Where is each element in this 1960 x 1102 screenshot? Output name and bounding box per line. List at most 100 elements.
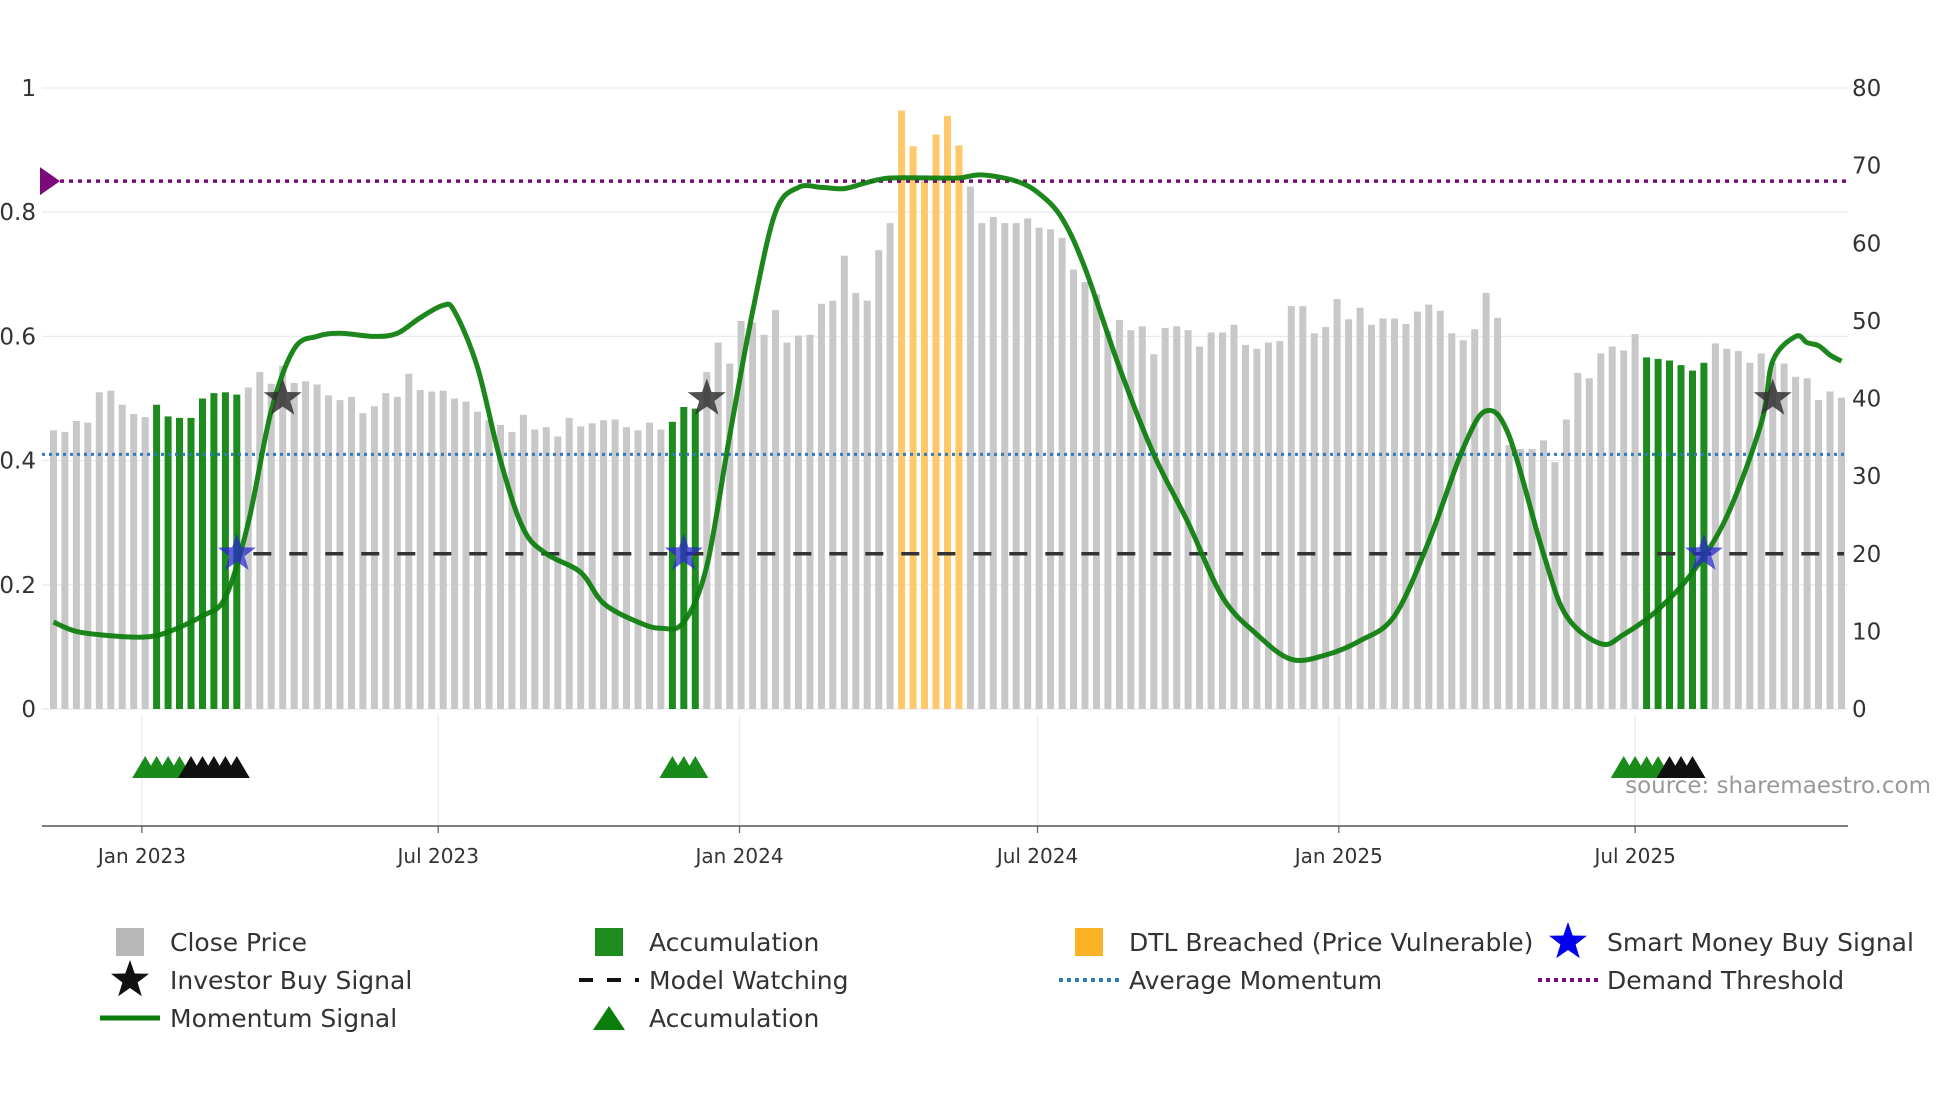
legend-label: Model Watching xyxy=(649,966,849,995)
close-price-bar xyxy=(1448,333,1456,709)
close-price-bar xyxy=(840,255,848,709)
close-price-bar xyxy=(1780,363,1788,709)
close-price-bar xyxy=(474,411,481,709)
close-price-bar xyxy=(989,216,997,709)
close-price-bar xyxy=(1746,362,1754,709)
close-price-bar xyxy=(1723,348,1731,709)
smart-money-buy-signal-star xyxy=(664,533,703,570)
legend-label: Average Momentum xyxy=(1129,966,1382,995)
close-price-bar xyxy=(1207,332,1215,709)
accumulation-bar xyxy=(1654,358,1662,709)
close-price-bar xyxy=(1471,329,1479,709)
close-price-bar xyxy=(817,303,825,709)
smart-money-buy-signal-star xyxy=(1684,533,1723,570)
close-price-bar xyxy=(1711,343,1719,709)
close-price-bar xyxy=(577,426,585,709)
close-price-bar xyxy=(1012,223,1020,709)
close-price-bar xyxy=(1093,294,1100,709)
legend-swatch-square xyxy=(1075,928,1103,956)
right-axis-tick-label: 0 xyxy=(1852,697,1867,723)
close-price-bar xyxy=(348,396,355,709)
source-label: source: sharemaestro.com xyxy=(1625,773,1931,799)
close-price-bar xyxy=(508,431,516,709)
close-price-bar xyxy=(749,322,757,709)
close-price-bar xyxy=(783,342,791,709)
close-price-bar xyxy=(646,422,653,709)
accumulation-bar xyxy=(187,417,195,709)
close-price-bar xyxy=(1517,449,1524,709)
close-price-bar xyxy=(256,372,264,709)
close-price-bar xyxy=(1826,391,1834,709)
close-price-bar xyxy=(1219,332,1226,709)
close-price-bar xyxy=(1070,269,1077,709)
close-price-bar xyxy=(1459,340,1467,709)
close-price-bar xyxy=(1104,331,1112,709)
close-price-bar xyxy=(428,391,436,709)
close-price-bar xyxy=(1505,445,1513,709)
close-price-bar xyxy=(1769,362,1777,709)
legend-star-icon xyxy=(111,960,149,997)
close-price-bar xyxy=(1138,326,1146,709)
accumulation-bar xyxy=(668,421,676,709)
right-axis-tick-label: 50 xyxy=(1852,309,1881,335)
close-price-bar xyxy=(1253,348,1261,709)
right-axis-tick-label: 30 xyxy=(1852,464,1881,490)
close-price-bar xyxy=(1494,317,1502,709)
close-price-bar xyxy=(439,390,447,709)
close-price-bar xyxy=(370,406,378,709)
close-price-bar xyxy=(1608,346,1616,709)
close-price-bar xyxy=(1597,353,1605,709)
accumulation-bar xyxy=(199,398,206,709)
close-price-bar xyxy=(829,300,837,709)
close-price-bar xyxy=(130,414,138,709)
right-axis-tick-label: 80 xyxy=(1852,76,1881,102)
x-axis-tick-label: Jul 2023 xyxy=(396,844,479,868)
right-axis-tick-label: 10 xyxy=(1852,619,1881,645)
close-price-bar xyxy=(852,292,860,709)
close-price-bar xyxy=(1322,327,1330,709)
close-price-bar xyxy=(382,393,390,709)
indicator-lines xyxy=(40,167,1848,663)
close-price-bar xyxy=(302,381,310,709)
close-price-bar xyxy=(61,431,69,709)
close-price-bar xyxy=(290,383,298,709)
legend-label: Demand Threshold xyxy=(1607,966,1844,995)
close-price-bar xyxy=(279,365,287,709)
close-price-bar xyxy=(50,430,57,709)
close-price-bar xyxy=(542,427,550,709)
close-price-bar xyxy=(1196,346,1204,709)
legend-label: DTL Breached (Price Vulnerable) xyxy=(1129,928,1533,957)
left-axis-tick-label: 0 xyxy=(21,697,36,723)
close-price-bar xyxy=(634,430,642,709)
close-price-bar xyxy=(393,396,401,709)
right-axis-tick-label: 60 xyxy=(1852,231,1881,257)
close-price-bar xyxy=(1047,229,1055,710)
close-price-bar xyxy=(714,342,722,709)
close-price-bar xyxy=(1001,223,1009,709)
left-axis-tick-label: 0.2 xyxy=(0,573,36,599)
close-price-bar xyxy=(726,363,734,709)
accumulation-bar xyxy=(1689,370,1696,709)
close-price-bar xyxy=(1058,237,1066,710)
close-price-bar xyxy=(267,383,275,709)
close-price-bar xyxy=(966,186,974,710)
close-price-bar xyxy=(1528,449,1536,709)
close-price-bar xyxy=(886,223,894,709)
legend-swatch-square xyxy=(116,928,144,956)
left-axis-tick-label: 0.6 xyxy=(0,324,36,350)
close-price-bar xyxy=(531,429,539,709)
right-axis-tick-label: 40 xyxy=(1852,387,1881,413)
smart-money-buy-signal-star xyxy=(217,533,256,570)
legend-star-icon xyxy=(1549,922,1587,959)
dtl-breached-bar xyxy=(921,181,928,710)
legend-label: Momentum Signal xyxy=(170,1004,397,1033)
close-price-bar xyxy=(1402,324,1410,709)
close-price-bar xyxy=(772,310,779,709)
legend-label: Accumulation xyxy=(649,928,819,957)
dtl-breached-bar xyxy=(909,146,917,709)
close-price-bar xyxy=(1242,344,1249,709)
close-price-bar xyxy=(1127,330,1135,709)
close-price-bar xyxy=(519,414,527,709)
